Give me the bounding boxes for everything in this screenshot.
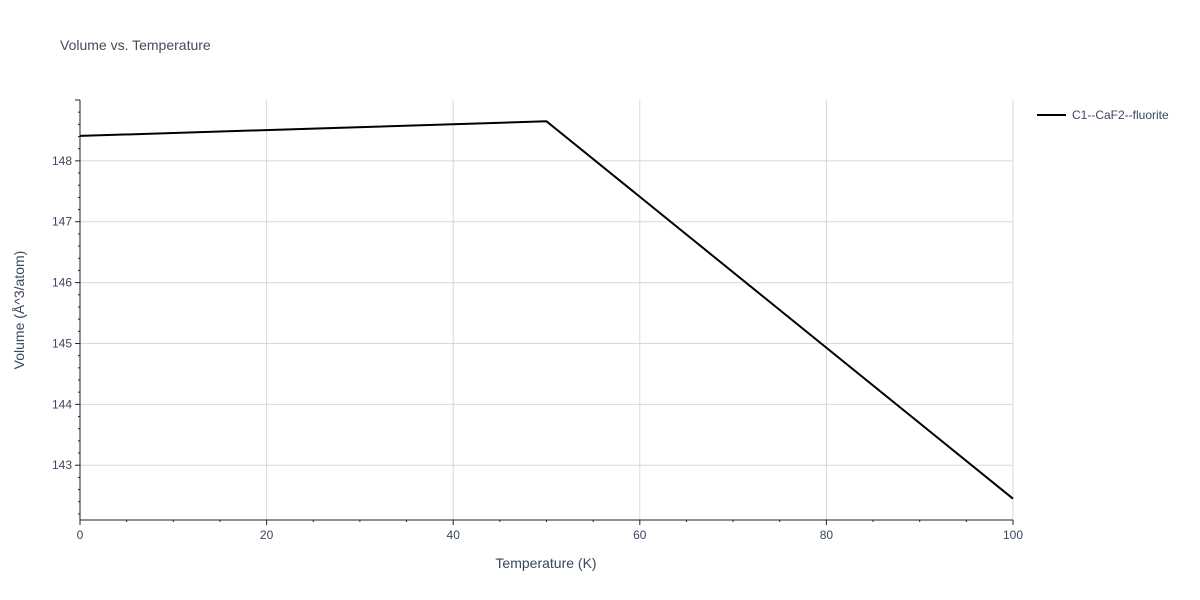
x-tick-label: 40	[447, 528, 461, 542]
x-tick-label: 20	[260, 528, 274, 542]
y-tick-label: 146	[52, 276, 72, 290]
chart-title: Volume vs. Temperature	[60, 37, 211, 53]
x-tick-label: 60	[633, 528, 647, 542]
grid-layer	[80, 100, 1014, 520]
legend-label: C1--CaF2--fluorite	[1072, 108, 1169, 122]
y-tick-label: 144	[52, 397, 72, 411]
y-axis-title: Volume (Å^3/atom)	[11, 251, 27, 370]
axes-layer: 0 20 40 60 80 100 143 144 145 146 147 148	[52, 99, 1023, 542]
x-axis-title: Temperature (K)	[495, 555, 596, 571]
x-tick-label: 0	[77, 528, 84, 542]
x-tick-label: 80	[820, 528, 834, 542]
x-tick-label: 100	[1003, 528, 1023, 542]
series-layer	[79, 120, 1014, 500]
series-line-0[interactable]	[79, 120, 1014, 500]
legend[interactable]: C1--CaF2--fluorite	[1037, 108, 1169, 122]
y-tick-label: 148	[52, 154, 72, 168]
y-tick-label: 145	[52, 336, 72, 350]
y-tick-label: 147	[52, 215, 72, 229]
y-tick-label: 143	[52, 458, 72, 472]
